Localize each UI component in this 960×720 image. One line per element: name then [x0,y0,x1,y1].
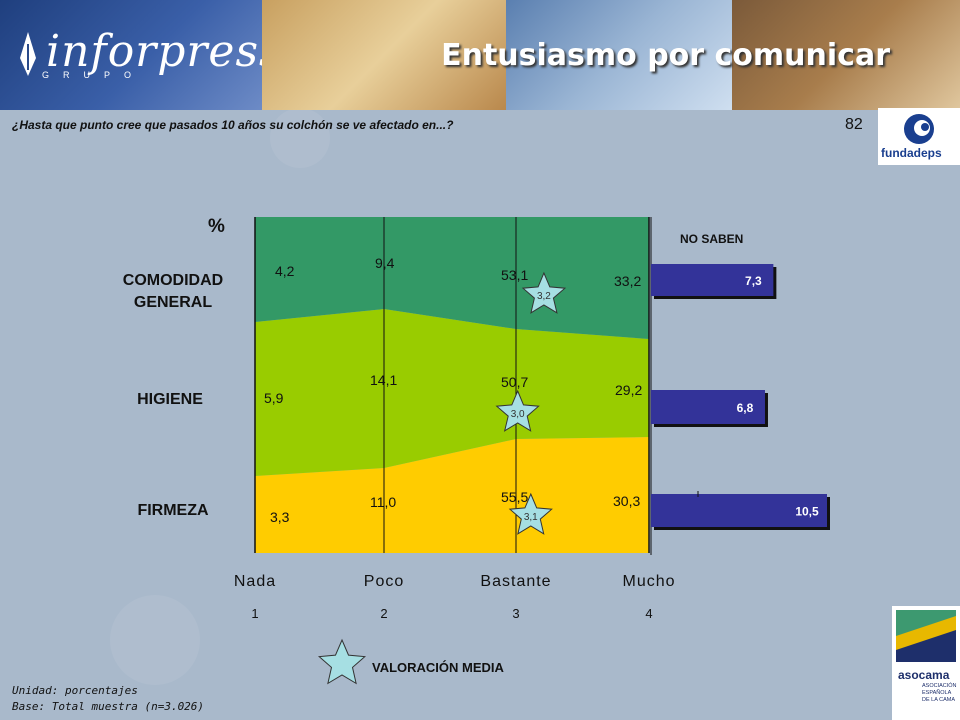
category-label: Poco [364,573,404,590]
legend-label: VALORACIÓN MEDIA [372,660,504,675]
background-circle [270,108,330,168]
page-number: 82 [845,116,863,133]
value-label: 14,1 [370,372,397,388]
header-banner: inforpress GRUPO Entusiasmo por comunica… [0,0,960,110]
value-label: 55,5 [501,489,528,505]
value-label: 3,3 [270,509,290,525]
footnote-base: Base: Total muestra (n=3.026) [12,700,205,713]
inforpress-logo: inforpress [46,26,262,77]
banner-photo [262,0,506,110]
asocama-label: asocama [898,668,950,682]
footnote-unit: Unidad: porcentajes [12,684,138,697]
mean-value-label: 3,1 [524,512,538,523]
value-label: 50,7 [501,374,528,390]
no-saben-value: 10,5 [795,505,819,519]
value-label: 33,2 [614,273,641,289]
value-label: 53,1 [501,267,528,283]
mean-value-label: 3,2 [537,291,551,302]
percent-label: % [208,216,225,237]
row-label-comodidad: COMODIDAD GENERAL [122,272,224,311]
mean-value-label: 3,0 [511,409,525,420]
mean-star [495,389,540,432]
fundadeps-logo: fundadeps [878,108,960,165]
value-label: 30,3 [613,493,640,509]
fundadeps-label: fundadeps [881,146,942,160]
pen-nib-icon [20,32,36,76]
category-label: Mucho [622,573,675,590]
fundadeps-emblem-icon [904,114,934,144]
logo-panel: inforpress GRUPO [0,0,262,110]
category-label: Nada [234,573,276,590]
area-higiene [255,309,649,476]
value-label: 29,2 [615,382,642,398]
row-label-higiene: HIGIENE [137,391,203,408]
no-saben-bar [651,390,765,424]
legend-star-icon [317,638,367,685]
no-saben-title: NO SABEN [680,232,744,246]
no-saben-value: 6,8 [737,401,754,415]
category-label: Bastante [480,573,551,590]
scale-number: 3 [512,606,519,621]
asocama-logo: asocama ASOCIACIÓN ESPAÑOLA DE LA CAMA [892,606,960,720]
logo-subtext: GRUPO [42,70,146,80]
no-saben-value: 7,3 [745,274,762,288]
mean-star [508,492,553,535]
mean-star [521,271,567,314]
scale-number: 1 [251,606,258,621]
no-saben-bar [651,264,774,296]
scale-number: 4 [645,606,652,621]
value-label: 11,0 [370,494,396,510]
row-label-firmeza: FIRMEZA [137,502,209,519]
asocama-sublabel: ASOCIACIÓN ESPAÑOLA DE LA CAMA [922,683,957,703]
value-label: 9,4 [375,255,395,271]
area-firmeza [255,437,649,553]
banner-photo [506,0,732,110]
question-text: ¿Hasta que punto cree que pasados 10 año… [12,118,454,132]
asocama-emblem-icon [896,610,956,662]
banner-photo [732,0,960,110]
scale-number: 2 [380,606,387,621]
background-circle [110,595,200,685]
no-saben-bar [651,494,827,527]
page-title: Entusiasmo por comunicar [441,38,890,73]
value-label: 4,2 [275,263,295,279]
value-label: 5,9 [264,390,284,406]
